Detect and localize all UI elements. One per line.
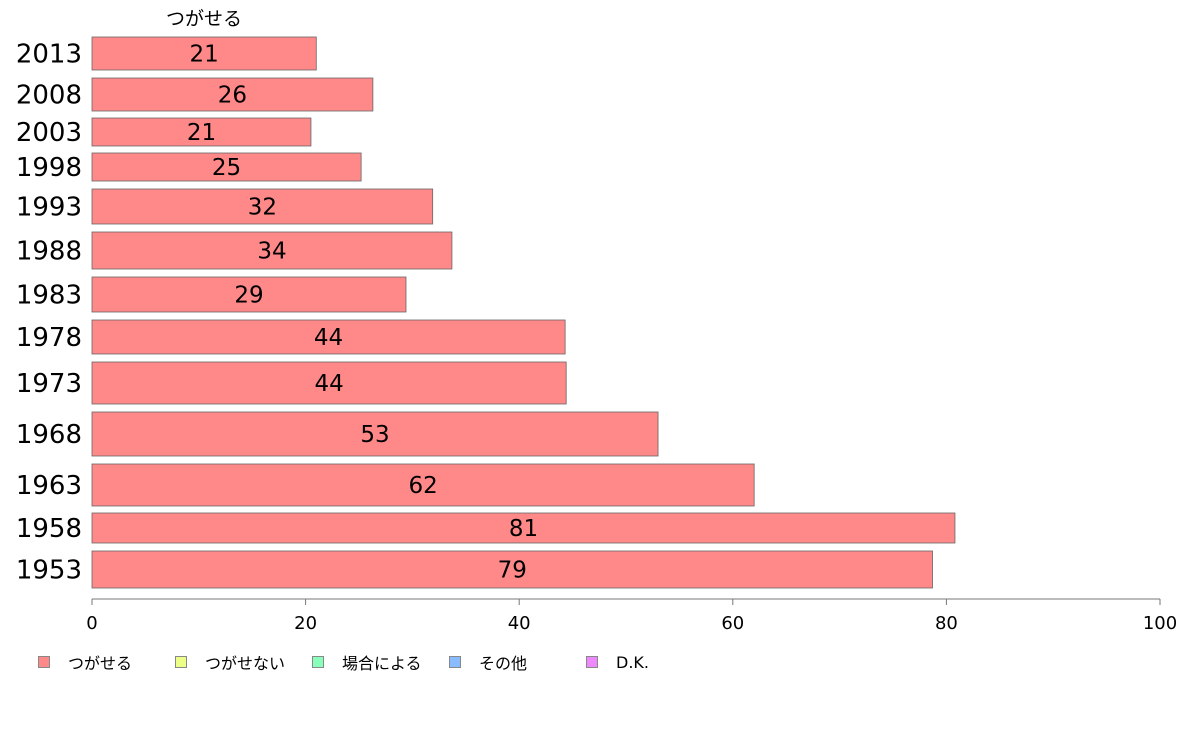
x-tick-label: 0 bbox=[86, 613, 97, 634]
x-tick-label: 60 bbox=[721, 613, 744, 634]
category-label: 1968 bbox=[16, 420, 82, 450]
legend-swatch bbox=[312, 656, 324, 668]
bar-value-label: 21 bbox=[189, 42, 218, 68]
legend-swatch bbox=[586, 656, 598, 668]
bar[interactable] bbox=[91, 117, 312, 147]
bar[interactable] bbox=[91, 36, 317, 71]
bar-value-label: 21 bbox=[187, 120, 216, 146]
x-tick-label: 80 bbox=[935, 613, 958, 634]
category-label: 2013 bbox=[16, 40, 82, 70]
legend-label: その他 bbox=[479, 654, 528, 673]
bar[interactable] bbox=[91, 512, 956, 544]
category-label: 1963 bbox=[16, 471, 82, 501]
legend-swatch bbox=[449, 656, 461, 668]
category-label: 1993 bbox=[16, 193, 82, 223]
bar[interactable] bbox=[91, 152, 362, 182]
legend-item[interactable]: D.K. bbox=[586, 652, 649, 672]
category-label: 2003 bbox=[16, 118, 82, 148]
bar-value-label: 26 bbox=[218, 83, 247, 109]
bar[interactable] bbox=[91, 463, 755, 507]
bar[interactable] bbox=[91, 276, 407, 313]
bar-value-label: 44 bbox=[314, 325, 343, 351]
bar[interactable] bbox=[91, 188, 434, 225]
category-label: 1953 bbox=[16, 556, 82, 586]
legend-item[interactable]: つがせる bbox=[38, 652, 133, 673]
bar[interactable] bbox=[91, 411, 659, 457]
legend-swatch bbox=[38, 656, 50, 668]
legend-label: つがせない bbox=[205, 654, 286, 673]
chart-title: つがせる bbox=[166, 8, 242, 30]
legend-swatch bbox=[175, 656, 187, 668]
legend-label: D.K. bbox=[616, 652, 649, 672]
legend-label: つがせる bbox=[68, 654, 133, 673]
category-label: 1973 bbox=[16, 369, 82, 399]
category-label: 1998 bbox=[16, 153, 82, 183]
bar-value-label: 53 bbox=[360, 422, 389, 448]
legend-item[interactable]: 場合による bbox=[312, 652, 422, 673]
bar-value-label: 34 bbox=[257, 239, 286, 265]
legend-label: 場合による bbox=[342, 654, 422, 673]
bar-value-label: 32 bbox=[248, 195, 277, 221]
category-label: 1983 bbox=[16, 281, 82, 311]
legend-item[interactable]: その他 bbox=[449, 652, 528, 673]
legend: つがせる つがせない 場合による その他 D.K. bbox=[38, 652, 1138, 673]
bar-value-label: 79 bbox=[498, 558, 527, 584]
category-label: 2008 bbox=[16, 81, 82, 111]
x-tick-label: 40 bbox=[508, 613, 531, 634]
bar-value-label: 81 bbox=[509, 516, 538, 542]
bar[interactable] bbox=[91, 550, 933, 589]
bar[interactable] bbox=[91, 319, 566, 355]
bar-value-label: 25 bbox=[212, 155, 241, 181]
legend-item[interactable]: つがせない bbox=[175, 652, 286, 673]
x-tick-label: 20 bbox=[294, 613, 317, 634]
category-label: 1958 bbox=[16, 514, 82, 544]
category-label: 1988 bbox=[16, 237, 82, 267]
bar-value-label: 44 bbox=[314, 371, 343, 397]
category-label: 1978 bbox=[16, 323, 82, 353]
bar[interactable] bbox=[91, 231, 453, 270]
bar[interactable] bbox=[91, 361, 567, 405]
bar[interactable] bbox=[91, 77, 374, 112]
bar-value-label: 62 bbox=[408, 473, 437, 499]
bar-value-label: 29 bbox=[234, 283, 263, 309]
x-tick-label: 100 bbox=[1143, 613, 1177, 634]
